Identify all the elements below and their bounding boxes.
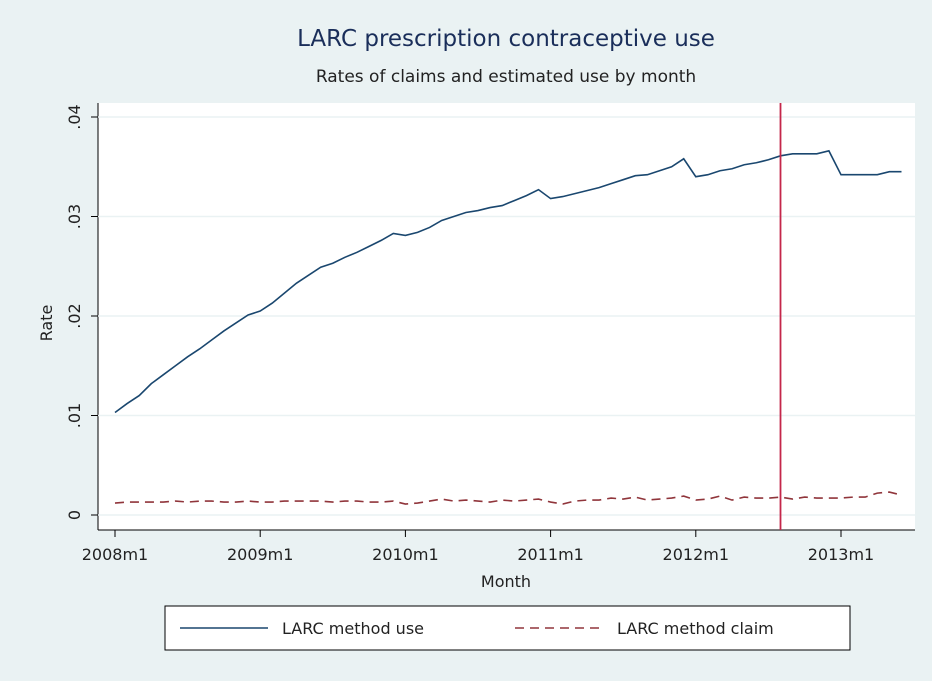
y-tick-label: .04: [65, 104, 84, 129]
legend: [164, 605, 851, 651]
legend-label: LARC method use: [282, 619, 424, 638]
x-tick-label: 2008m1: [82, 545, 148, 564]
x-tick-label: 2010m1: [372, 545, 438, 564]
y-tick-label: .01: [65, 403, 84, 428]
chart-subtitle: Rates of claims and estimated use by mon…: [316, 67, 696, 87]
x-tick-label: 2013m1: [808, 545, 874, 564]
chart-title: LARC prescription contraceptive use: [297, 26, 715, 52]
y-tick-label: .03: [65, 204, 84, 229]
series-line: [114, 491, 902, 505]
legend-label: LARC method claim: [617, 619, 774, 638]
x-tick-label: 2011m1: [517, 545, 583, 564]
y-tick-label: 0: [65, 510, 84, 520]
y-axis-title: Rate: [37, 305, 56, 342]
x-tick-label: 2012m1: [663, 545, 729, 564]
x-axis-title: Month: [481, 572, 531, 591]
y-tick-label: .02: [65, 303, 84, 328]
x-tick-label: 2009m1: [227, 545, 293, 564]
series-line: [114, 149, 902, 414]
